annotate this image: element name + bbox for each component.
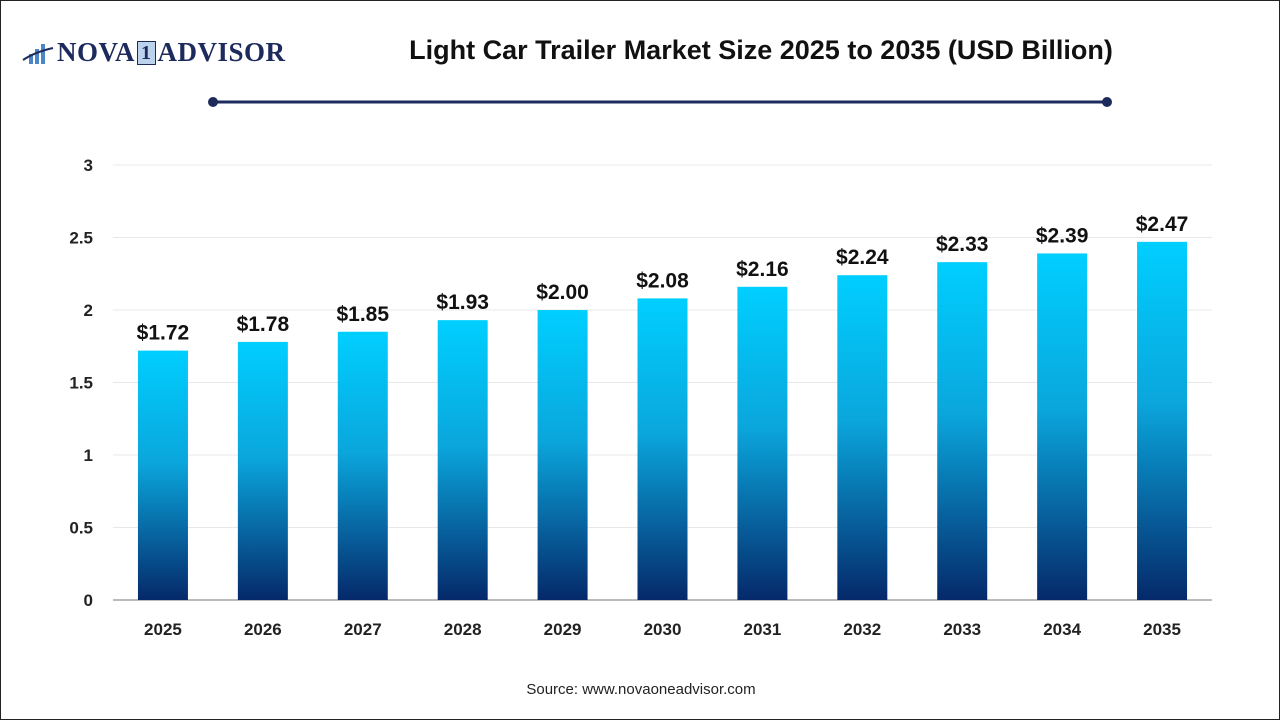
logo: NOVA 1 ADVISOR [21, 37, 286, 68]
data-label: $2.16 [736, 258, 789, 281]
bar-2035 [1137, 241, 1188, 600]
logo-text-right: ADVISOR [157, 37, 286, 67]
x-tick-label: 2027 [344, 620, 382, 639]
data-label: $2.39 [1036, 224, 1089, 247]
y-tick-label: 1 [84, 446, 93, 465]
x-tick-label: 2032 [843, 620, 881, 639]
y-tick-label: 3 [84, 156, 93, 175]
data-label: $1.78 [237, 313, 290, 336]
title-rule-dot-left [208, 97, 218, 107]
data-label: $2.08 [636, 269, 689, 292]
x-tick-label: 2028 [444, 620, 482, 639]
bar-2033 [937, 262, 988, 600]
logo-text-left: NOVA [57, 37, 136, 67]
bar-2030 [637, 298, 688, 600]
y-tick-label: 0.5 [69, 519, 93, 538]
logo-bars-icon [22, 43, 54, 64]
y-tick-label: 0 [84, 591, 93, 610]
data-label: $2.00 [536, 281, 589, 304]
source-note: Source: www.novaoneadvisor.com [526, 681, 756, 698]
x-tick-label: 2030 [644, 620, 682, 639]
data-label: $1.72 [137, 322, 190, 345]
bar-2027 [337, 331, 388, 600]
bar-2031 [737, 286, 788, 600]
bar-2028 [437, 320, 488, 600]
bar-2025 [137, 350, 188, 600]
x-tick-label: 2025 [144, 620, 182, 639]
data-label: $1.93 [436, 291, 489, 314]
title-rule-dot-right [1102, 97, 1112, 107]
data-label: $2.24 [836, 246, 889, 269]
y-tick-label: 1.5 [69, 374, 93, 393]
y-tick-label: 2 [84, 301, 93, 320]
data-label: $2.47 [1136, 213, 1189, 236]
bar-2034 [1037, 253, 1088, 600]
bar-2026 [237, 341, 288, 600]
x-tick-label: 2033 [943, 620, 981, 639]
data-label: $1.85 [336, 303, 389, 326]
logo-text-mid: 1 [137, 40, 156, 65]
x-tick-label: 2029 [544, 620, 582, 639]
x-tick-label: 2035 [1143, 620, 1181, 639]
bar-2029 [537, 310, 588, 600]
y-tick-label: 2.5 [69, 229, 93, 248]
data-label: $2.33 [936, 233, 989, 256]
chart-title: Light Car Trailer Market Size 2025 to 20… [409, 35, 1113, 65]
x-tick-label: 2031 [743, 620, 781, 639]
x-tick-label: 2034 [1043, 620, 1081, 639]
bar-2032 [837, 275, 888, 600]
x-tick-label: 2026 [244, 620, 282, 639]
